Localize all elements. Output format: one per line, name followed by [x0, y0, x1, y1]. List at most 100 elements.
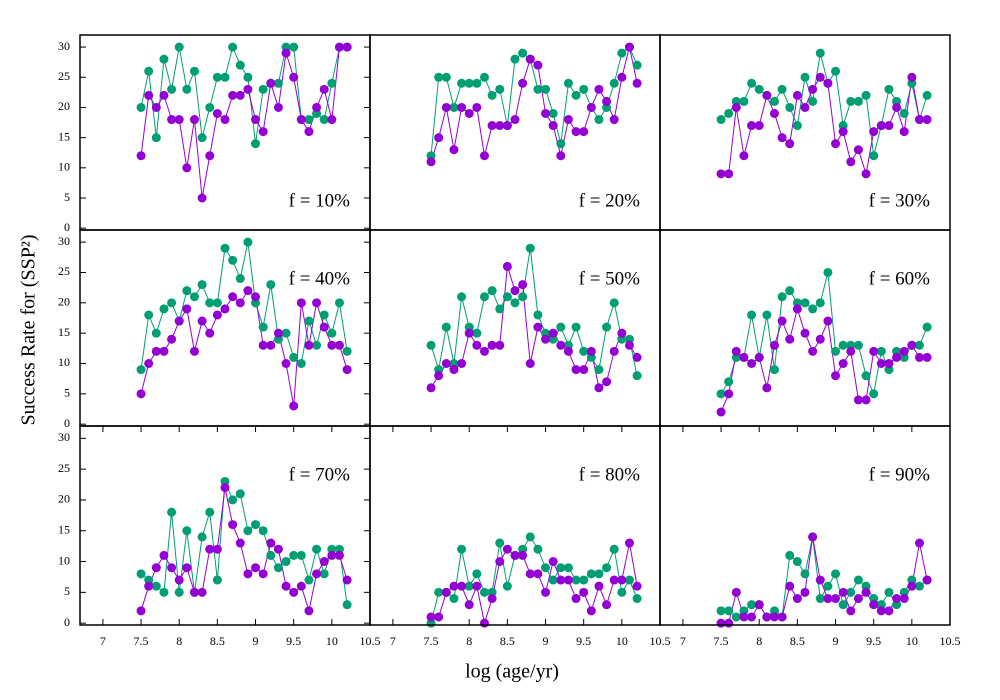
data-point — [853, 575, 863, 585]
data-point — [632, 581, 642, 591]
data-point — [777, 612, 787, 622]
data-point — [884, 84, 894, 94]
data-point — [273, 544, 283, 554]
data-point — [785, 550, 795, 560]
data-point — [762, 310, 772, 320]
y-tick-label: 5 — [64, 190, 70, 204]
data-point — [151, 563, 161, 573]
data-point — [624, 340, 634, 350]
series-line — [430, 46, 638, 162]
data-point — [792, 557, 802, 567]
data-point — [808, 304, 818, 314]
data-point — [563, 563, 573, 573]
data-point — [831, 569, 841, 579]
data-point — [769, 365, 779, 375]
data-point — [449, 365, 459, 375]
data-point — [426, 383, 436, 393]
data-point — [533, 310, 543, 320]
data-point — [632, 60, 642, 70]
data-point — [479, 292, 489, 302]
data-point — [167, 115, 177, 125]
data-point — [151, 328, 161, 338]
data-point — [525, 54, 535, 64]
data-point — [876, 346, 886, 356]
data-point — [800, 298, 810, 308]
data-point — [731, 587, 741, 597]
data-point — [831, 139, 841, 149]
data-point — [602, 377, 612, 387]
data-point — [441, 358, 451, 368]
data-point — [144, 90, 154, 100]
data-point — [762, 612, 772, 622]
data-point — [472, 78, 482, 88]
data-point — [273, 563, 283, 573]
data-point — [197, 193, 207, 203]
data-point — [449, 102, 459, 112]
data-point — [189, 587, 199, 597]
data-point — [205, 102, 215, 112]
data-point — [228, 255, 238, 265]
x-tick-label: 9.5 — [866, 634, 881, 648]
data-point — [472, 569, 482, 579]
data-point — [533, 569, 543, 579]
data-point — [777, 292, 787, 302]
data-point — [914, 352, 924, 362]
data-point — [792, 594, 802, 604]
data-point — [197, 587, 207, 597]
data-point — [479, 618, 489, 628]
data-point — [632, 594, 642, 604]
x-tick-label: 10 — [906, 634, 918, 648]
data-point — [609, 115, 619, 125]
data-point — [258, 127, 268, 137]
panel-annotation: f = 80% — [579, 464, 641, 485]
data-point — [289, 352, 299, 362]
x-tick-label: 9 — [833, 634, 839, 648]
x-tick-label: 8 — [176, 634, 182, 648]
data-point — [617, 48, 627, 58]
data-point — [327, 340, 337, 350]
series-line — [140, 242, 348, 370]
x-tick-label: 9 — [253, 634, 259, 648]
data-point — [632, 371, 642, 381]
data-point — [914, 581, 924, 591]
data-point — [281, 48, 291, 58]
data-point — [495, 304, 505, 314]
data-point — [342, 600, 352, 610]
data-point — [243, 569, 253, 579]
data-point — [495, 84, 505, 94]
data-point — [167, 298, 177, 308]
data-point — [579, 365, 589, 375]
series-line — [140, 289, 348, 407]
panel-annotation: f = 70% — [289, 464, 351, 485]
data-point — [312, 102, 322, 112]
data-point — [541, 563, 551, 573]
data-point — [556, 340, 566, 350]
data-point — [159, 54, 169, 64]
data-point — [579, 587, 589, 597]
x-tick-label: 8.5 — [210, 634, 225, 648]
data-point — [792, 90, 802, 100]
series-line — [140, 487, 348, 611]
data-point — [747, 612, 757, 622]
data-point — [899, 346, 909, 356]
data-point — [624, 42, 634, 52]
data-point — [907, 581, 917, 591]
data-point — [762, 90, 772, 100]
data-point — [914, 340, 924, 350]
data-point — [907, 72, 917, 82]
data-point — [243, 526, 253, 536]
data-point — [556, 139, 566, 149]
data-point — [602, 96, 612, 106]
data-point — [144, 575, 154, 585]
data-point — [235, 489, 245, 499]
data-point — [510, 550, 520, 560]
data-point — [243, 286, 253, 296]
y-tick-label: 15 — [58, 129, 70, 143]
data-point — [869, 346, 879, 356]
data-point — [769, 108, 779, 118]
series-line — [430, 535, 638, 624]
data-point — [922, 115, 932, 125]
panel-frame — [659, 425, 951, 626]
data-point — [319, 84, 329, 94]
data-point — [487, 90, 497, 100]
